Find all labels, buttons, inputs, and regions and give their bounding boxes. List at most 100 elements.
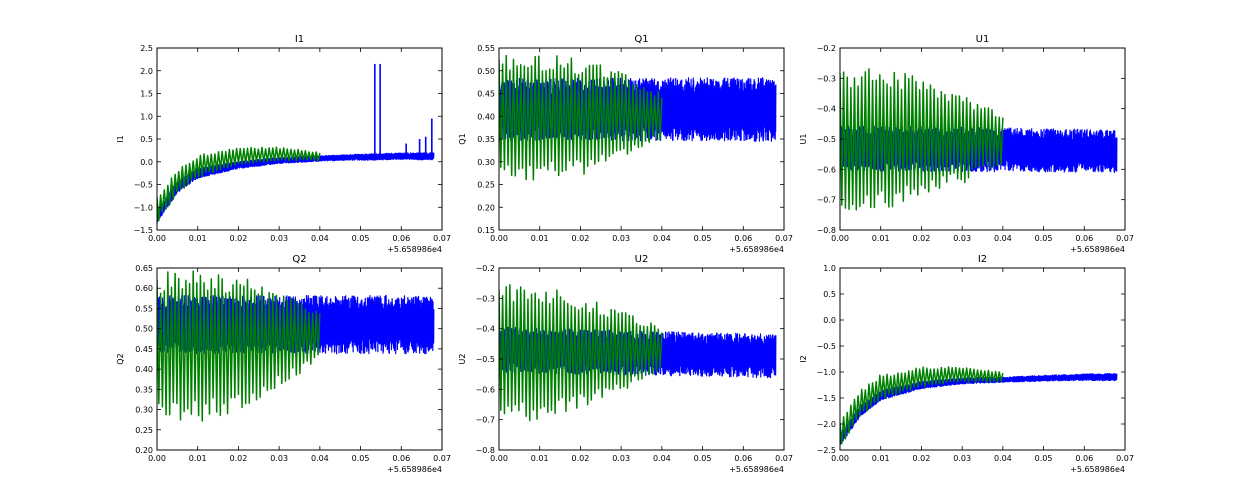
y-tick-label: −2.0	[817, 420, 836, 429]
x-offset-label: +5.658986e4	[729, 245, 784, 254]
y-tick-label: −1.0	[817, 368, 836, 377]
x-tick-label: 0.00	[831, 234, 849, 243]
x-tick-label: 0.06	[392, 234, 410, 243]
x-tick-label: 0.03	[612, 234, 630, 243]
y-tick-label: 2.0	[140, 67, 153, 76]
y-tick-label: −0.5	[134, 181, 153, 190]
x-tick-label: 0.07	[433, 234, 451, 243]
x-tick-label: 0.06	[734, 234, 752, 243]
y-tick-label: −0.8	[476, 446, 495, 455]
x-tick-label: 0.04	[653, 234, 671, 243]
series-line-blue	[157, 152, 435, 224]
x-tick-label: 0.02	[913, 234, 931, 243]
x-tick-label: 0.04	[994, 234, 1012, 243]
x-tick-label: 0.04	[311, 454, 329, 463]
x-tick-label: 0.04	[994, 454, 1012, 463]
x-tick-label: 0.02	[913, 454, 931, 463]
x-tick-label: 0.03	[953, 234, 971, 243]
y-tick-label: 0.40	[477, 112, 495, 121]
y-tick-label: 1.5	[140, 90, 153, 99]
y-tick-label: −0.5	[476, 355, 495, 364]
x-tick-label: 0.00	[490, 234, 508, 243]
y-tick-label: −0.3	[817, 74, 836, 83]
x-tick-label: 0.03	[270, 454, 288, 463]
y-tick-label: 1.0	[823, 264, 836, 273]
y-tick-label: −0.7	[476, 416, 495, 425]
x-tick-label: 0.00	[831, 454, 849, 463]
subplot-q1: Q1 Q1 0.00 0.01 0.02 0.03 0.04 0.05 0.06 0.07 0.15…	[458, 34, 793, 254]
y-axis-label: I2	[799, 355, 808, 362]
y-tick-label: 0.25	[477, 181, 495, 190]
y-tick-label: 0.60	[135, 284, 153, 293]
y-tick-label: 2.5	[140, 44, 153, 53]
y-tick-label: 0.15	[477, 226, 495, 235]
x-offset-label: +5.658986e4	[1070, 245, 1125, 254]
series-line-green	[157, 270, 321, 422]
y-tick-label: 0.35	[135, 385, 153, 394]
y-tick-label: 0.20	[135, 446, 153, 455]
x-tick-label: 0.05	[694, 454, 712, 463]
y-tick-label: 0.45	[477, 90, 495, 99]
axes-frame	[156, 267, 443, 451]
subplot-q2: Q2 Q2 0.00 0.01 0.02 0.03 0.04 0.05 0.06 0.07 0.20…	[116, 254, 451, 474]
x-tick-label: 0.04	[311, 234, 329, 243]
x-tick-label: 0.04	[653, 454, 671, 463]
y-tick-label: 0.5	[823, 290, 836, 299]
x-tick-label: 0.03	[953, 454, 971, 463]
x-tick-label: 0.07	[775, 234, 793, 243]
x-tick-label: 0.01	[531, 234, 549, 243]
y-tick-label: 0.20	[477, 203, 495, 212]
y-tick-label: −0.6	[476, 385, 495, 394]
y-axis-label: U2	[458, 354, 467, 365]
series-line-green	[499, 283, 663, 422]
y-tick-label: 0.55	[477, 44, 495, 53]
x-tick-label: 0.06	[1075, 234, 1093, 243]
series-line-green	[840, 68, 1004, 211]
y-tick-label: 0.65	[135, 264, 153, 273]
axes-frame	[839, 267, 1126, 451]
x-tick-label: 0.01	[872, 234, 890, 243]
x-tick-label: 0.02	[230, 454, 248, 463]
y-tick-label: −0.6	[817, 165, 836, 174]
x-tick-label: 0.07	[1116, 234, 1134, 243]
x-tick-label: 0.07	[433, 454, 451, 463]
x-tick-label: 0.06	[734, 454, 752, 463]
subplot-u1: U1 U1 0.00 0.01 0.02 0.03 0.04 0.05 0.06 0.07 −0.8…	[799, 34, 1134, 254]
x-tick-label: 0.02	[572, 454, 590, 463]
y-tick-label: −0.2	[476, 264, 495, 273]
x-tick-label: 0.02	[230, 234, 248, 243]
x-tick-label: 0.05	[352, 234, 370, 243]
y-tick-label: 0.35	[477, 135, 495, 144]
subplot-title: Q2	[292, 254, 306, 265]
series-line-green	[499, 54, 663, 181]
x-tick-label: 0.01	[872, 454, 890, 463]
x-tick-label: 0.05	[1035, 454, 1053, 463]
y-tick-label: −2.5	[817, 446, 836, 455]
subplot-title: Q1	[634, 34, 648, 45]
y-tick-label: −0.8	[817, 226, 836, 235]
x-tick-label: 0.05	[352, 454, 370, 463]
x-tick-label: 0.05	[1035, 234, 1053, 243]
y-tick-label: −1.0	[134, 203, 153, 212]
x-tick-label: 0.01	[189, 454, 207, 463]
x-tick-label: 0.01	[531, 454, 549, 463]
y-tick-label: 0.40	[135, 365, 153, 374]
y-tick-label: −1.5	[817, 394, 836, 403]
y-axis-label: U1	[799, 134, 808, 145]
y-tick-label: −0.4	[476, 325, 495, 334]
x-offset-label: +5.658986e4	[387, 245, 442, 254]
y-tick-label: 0.0	[140, 158, 153, 167]
x-tick-label: 0.03	[612, 454, 630, 463]
y-tick-label: 0.50	[477, 67, 495, 76]
y-tick-label: 0.50	[135, 325, 153, 334]
x-tick-label: 0.00	[148, 454, 166, 463]
y-tick-label: 0.30	[135, 406, 153, 415]
x-tick-label: 0.06	[392, 454, 410, 463]
subplot-title: U1	[976, 34, 990, 45]
axes-frame	[156, 47, 443, 231]
y-tick-label: −0.4	[817, 105, 836, 114]
y-tick-label: 0.30	[477, 158, 495, 167]
x-tick-label: 0.01	[189, 234, 207, 243]
x-tick-label: 0.00	[148, 234, 166, 243]
